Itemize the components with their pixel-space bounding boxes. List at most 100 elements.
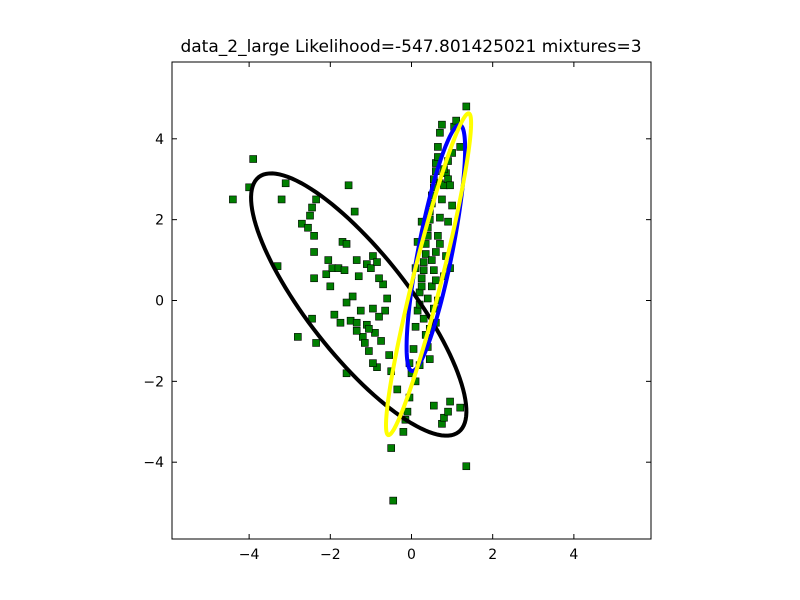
data-point bbox=[361, 339, 369, 347]
data-point bbox=[277, 195, 286, 204]
data-point bbox=[371, 329, 379, 337]
data-point bbox=[342, 240, 351, 248]
data-point bbox=[399, 428, 408, 436]
data-point bbox=[417, 282, 426, 291]
data-point bbox=[419, 266, 428, 274]
data-point bbox=[326, 282, 335, 291]
data-point bbox=[446, 181, 454, 190]
data-point bbox=[322, 270, 331, 279]
data-point bbox=[387, 444, 396, 452]
data-point bbox=[373, 258, 381, 266]
data-point bbox=[440, 413, 448, 422]
data-point bbox=[348, 292, 357, 301]
data-point bbox=[438, 120, 446, 129]
data-point bbox=[229, 195, 237, 204]
data-point bbox=[444, 217, 452, 226]
data-point bbox=[340, 266, 349, 274]
data-point bbox=[281, 179, 290, 188]
data-point bbox=[462, 102, 471, 111]
data-point bbox=[249, 155, 257, 163]
data-point bbox=[389, 496, 398, 505]
data-point bbox=[427, 282, 436, 291]
data-point bbox=[294, 333, 302, 341]
chart-title: data_2_large Likelihood=-547.801425021 m… bbox=[180, 37, 641, 57]
data-point bbox=[427, 256, 436, 264]
data-point bbox=[365, 347, 373, 355]
data-point bbox=[375, 312, 383, 321]
data-point bbox=[381, 306, 389, 315]
data-point bbox=[312, 195, 320, 204]
data-point bbox=[373, 363, 381, 371]
data-point bbox=[436, 128, 444, 137]
data-point bbox=[352, 318, 361, 327]
plot-frame bbox=[171, 61, 652, 540]
data-point bbox=[324, 256, 333, 264]
data-point bbox=[456, 403, 465, 412]
data-point bbox=[354, 272, 363, 281]
data-point bbox=[383, 294, 391, 303]
data-point bbox=[385, 351, 393, 359]
data-point bbox=[377, 337, 385, 345]
data-point bbox=[298, 219, 306, 228]
data-point bbox=[419, 314, 428, 323]
data-point bbox=[430, 401, 438, 410]
data-point bbox=[462, 462, 471, 471]
data-point bbox=[417, 274, 426, 283]
data-point bbox=[432, 248, 440, 256]
gaussian-ellipse-yellow bbox=[383, 111, 474, 438]
y-tick-label: −2 bbox=[143, 374, 164, 390]
data-point bbox=[393, 385, 402, 394]
data-point bbox=[425, 355, 434, 363]
data-point bbox=[342, 298, 351, 307]
y-tick-label: 4 bbox=[155, 132, 164, 148]
data-point bbox=[446, 397, 454, 406]
x-tick-label: 4 bbox=[569, 547, 578, 563]
data-point bbox=[352, 327, 361, 335]
data-point bbox=[310, 274, 318, 283]
data-point bbox=[356, 306, 365, 315]
data-point bbox=[436, 213, 444, 222]
x-tick-label: −2 bbox=[320, 547, 341, 563]
data-point bbox=[344, 181, 353, 190]
data-point bbox=[369, 304, 377, 313]
data-point bbox=[444, 407, 452, 416]
data-point bbox=[312, 339, 320, 347]
ellipses-layer bbox=[249, 111, 474, 438]
data-point bbox=[438, 195, 446, 204]
data-point bbox=[409, 345, 418, 353]
data-point bbox=[330, 310, 339, 319]
data-point bbox=[448, 201, 456, 210]
data-point bbox=[363, 260, 371, 268]
data-point bbox=[419, 258, 428, 266]
y-tick-label: −4 bbox=[143, 455, 164, 471]
y-tick-label: 2 bbox=[155, 213, 164, 229]
data-point bbox=[310, 248, 318, 256]
data-point bbox=[352, 256, 361, 264]
data-point bbox=[306, 211, 314, 220]
data-point bbox=[379, 280, 387, 289]
x-tick-label: 0 bbox=[407, 547, 416, 563]
data-point bbox=[310, 232, 318, 240]
data-point bbox=[304, 223, 312, 232]
data-point bbox=[434, 143, 442, 151]
y-tick-label: 0 bbox=[155, 294, 164, 310]
data-point bbox=[350, 207, 359, 216]
data-point bbox=[336, 318, 345, 327]
x-tick-label: −4 bbox=[239, 547, 260, 563]
data-point bbox=[430, 266, 438, 274]
data-point bbox=[369, 359, 377, 367]
ticks-layer: −4 −2 0 2 4 −4 −2 0 2 4 bbox=[143, 62, 651, 563]
data-point bbox=[421, 250, 430, 258]
data-point bbox=[308, 314, 316, 323]
data-point bbox=[411, 322, 420, 331]
data-point bbox=[369, 252, 377, 260]
data-point bbox=[367, 264, 375, 272]
data-point bbox=[308, 203, 316, 212]
gaussian-ellipse-black bbox=[249, 171, 469, 438]
data-point bbox=[434, 232, 442, 240]
data-point bbox=[432, 276, 440, 285]
data-point bbox=[375, 274, 383, 283]
data-point bbox=[456, 143, 465, 151]
data-point bbox=[365, 324, 373, 333]
